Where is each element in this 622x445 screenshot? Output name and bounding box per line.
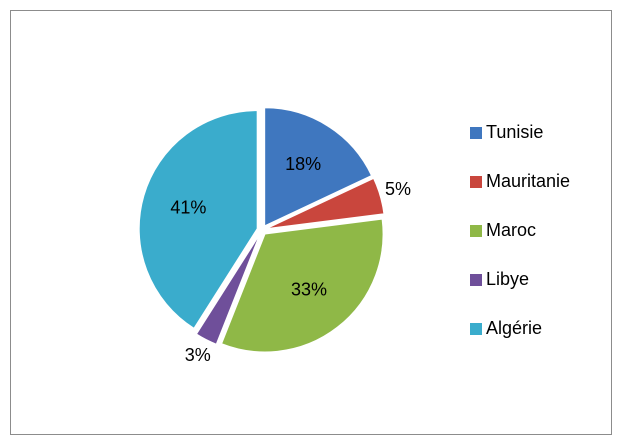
pie-slice	[220, 218, 384, 353]
data-label: 41%	[170, 197, 206, 217]
pie-slice	[195, 234, 261, 345]
data-label: 5%	[385, 179, 411, 199]
legend-label: Maroc	[486, 220, 536, 240]
legend-label: Algérie	[486, 318, 542, 338]
data-label: 18%	[285, 154, 321, 174]
legend-label: Mauritanie	[486, 171, 570, 191]
legend-swatch	[470, 127, 482, 139]
legend-label: Libye	[486, 269, 529, 289]
legend-swatch	[470, 323, 482, 335]
legend-swatch	[470, 225, 482, 237]
data-label: 3%	[185, 345, 211, 365]
legend-swatch	[470, 274, 482, 286]
pie-slice	[138, 110, 258, 329]
legend-label: Tunisie	[486, 122, 543, 142]
data-label: 33%	[291, 279, 327, 299]
legend-swatch	[470, 176, 482, 188]
pie-slice	[266, 177, 385, 230]
pie-slice	[264, 107, 373, 227]
